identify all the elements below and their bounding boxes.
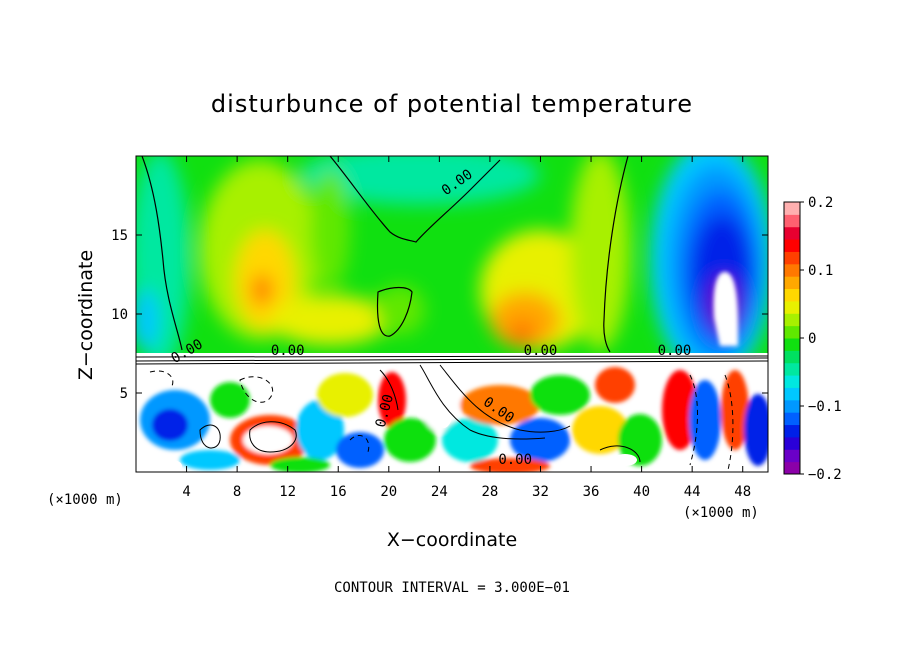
- colorbar-tick-label: −0.1: [808, 399, 842, 415]
- x-unit-right: (×1000 m): [683, 505, 759, 521]
- x-tick-label: 28: [481, 484, 498, 500]
- contour-label: 0.00: [524, 343, 558, 359]
- contour-label: 0.00: [658, 343, 692, 359]
- colorbar-ticks: 0.2 0.1 0 −0.1 −0.2: [800, 195, 842, 483]
- colorbar-swatch: [784, 288, 800, 302]
- colorbar-swatch: [784, 239, 800, 252]
- colorbar-swatch: [784, 461, 800, 475]
- colorbar-swatch: [784, 375, 800, 388]
- x-tick-label: 24: [431, 484, 448, 500]
- colorbar-swatch: [784, 412, 800, 426]
- contour-interval: CONTOUR INTERVAL = 3.000E−01: [334, 580, 570, 596]
- colorbar-swatch: [784, 251, 800, 265]
- contour-label: 0.00: [498, 452, 532, 468]
- x-tick-label: 44: [684, 484, 701, 500]
- y-axis-label: Z−coordinate: [75, 250, 97, 380]
- chart-title: disturbunce of potential temperature: [211, 90, 693, 118]
- colorbar-swatch: [784, 214, 800, 228]
- colorbar-swatch: [784, 436, 800, 450]
- colorbar-swatch: [784, 424, 800, 438]
- colorbar-swatch: [784, 325, 800, 339]
- x-tick-label: 4: [182, 484, 190, 500]
- contour-label: 0.00: [271, 343, 305, 359]
- colorbar-swatch: [784, 449, 800, 463]
- colorbar: [784, 202, 800, 475]
- x-tick-label: 48: [734, 484, 751, 500]
- x-axis-label: X−coordinate: [387, 529, 517, 551]
- colorbar-swatch: [784, 202, 800, 215]
- colorbar-tick-label: −0.2: [808, 467, 842, 483]
- colorbar-swatch: [784, 399, 800, 413]
- colorbar-swatch: [784, 350, 800, 364]
- x-tick-label: 16: [330, 484, 347, 500]
- colorbar-swatch: [784, 300, 800, 314]
- colorbar-swatch: [784, 362, 800, 376]
- x-tick-label: 20: [380, 484, 397, 500]
- colorbar-swatch: [784, 387, 800, 401]
- colorbar-swatch: [784, 263, 800, 277]
- y-axis-ticks: 5 10 15: [111, 228, 768, 402]
- colorbar-swatch: [784, 226, 800, 240]
- heatmap-field: [136, 156, 768, 472]
- x-axis-ticks: 4 8 12 16 20 24 28 32 36 40 44 48: [182, 156, 751, 500]
- y-tick-label: 15: [111, 228, 128, 244]
- colorbar-swatch: [784, 276, 800, 290]
- y-tick-label: 5: [120, 386, 128, 402]
- x-tick-label: 8: [233, 484, 241, 500]
- x-tick-label: 12: [279, 484, 296, 500]
- colorbar-swatch: [784, 313, 800, 327]
- x-unit-left: (×1000 m): [47, 492, 123, 508]
- y-tick-label: 10: [111, 307, 128, 323]
- x-tick-label: 32: [532, 484, 549, 500]
- colorbar-swatch: [784, 338, 800, 351]
- colorbar-tick-label: 0: [808, 331, 816, 347]
- x-tick-label: 36: [583, 484, 600, 500]
- colorbar-tick-label: 0.2: [808, 195, 833, 211]
- x-tick-label: 40: [633, 484, 650, 500]
- colorbar-tick-label: 0.1: [808, 263, 833, 279]
